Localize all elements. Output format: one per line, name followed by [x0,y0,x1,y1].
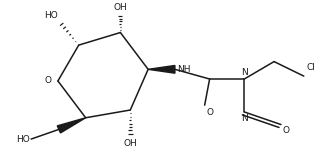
Text: O: O [207,108,214,117]
Text: N: N [241,68,248,77]
Text: OH: OH [113,3,127,12]
Text: O: O [45,76,52,85]
Text: O: O [283,126,290,135]
Polygon shape [57,118,86,133]
Text: OH: OH [123,139,137,148]
Polygon shape [148,65,175,73]
Text: HO: HO [16,135,30,144]
Text: Cl: Cl [307,63,316,72]
Text: NH: NH [177,65,190,74]
Text: N: N [241,114,248,123]
Text: HO: HO [44,11,58,20]
